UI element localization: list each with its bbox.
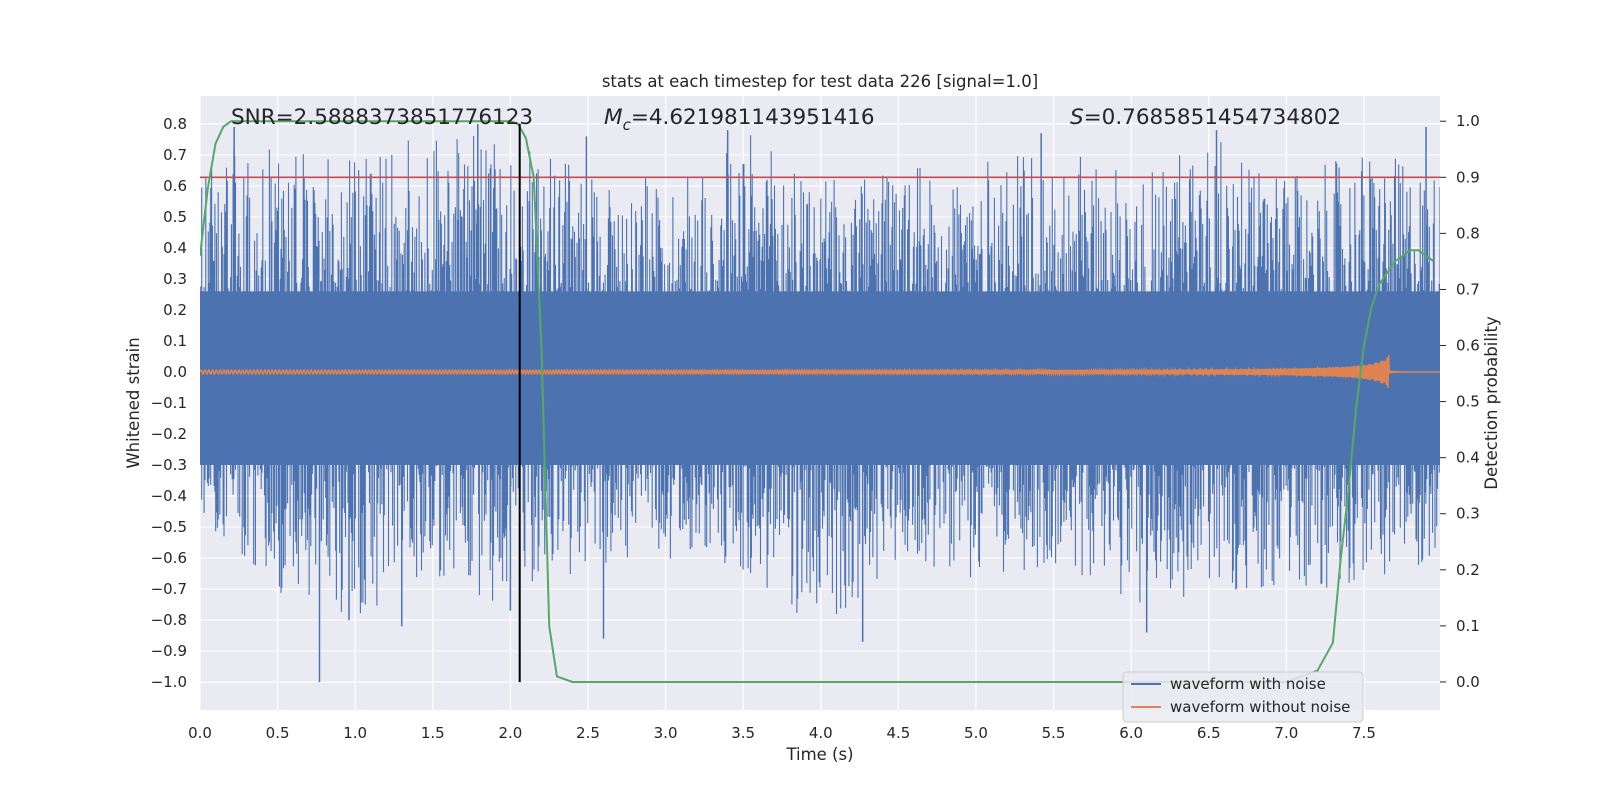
s-annotation: S=0.7685851454734802 bbox=[1070, 105, 1341, 130]
legend: waveform with noise waveform without noi… bbox=[1122, 671, 1364, 723]
x-tick-label: 3.5 bbox=[731, 724, 755, 742]
y-tick-label: 0.8 bbox=[163, 115, 187, 133]
x-tick-label: 7.5 bbox=[1352, 724, 1376, 742]
y-tick-label: −0.4 bbox=[151, 487, 187, 505]
snr-annotation: SNR=2.5888373851776123 bbox=[231, 105, 533, 130]
y-tick-label: 0.4 bbox=[163, 239, 187, 257]
y-tick-label: −0.3 bbox=[151, 456, 187, 474]
y2-tick-label: 0.8 bbox=[1456, 224, 1480, 242]
y2-tick-label: 1.0 bbox=[1456, 112, 1480, 130]
y-tick-label: 0.3 bbox=[163, 270, 187, 288]
y-tick-label: 0.1 bbox=[163, 332, 187, 350]
y-tick-label: −0.9 bbox=[151, 642, 187, 660]
y2-tick-label: 0.4 bbox=[1456, 449, 1480, 467]
y2-tick-label: 0.9 bbox=[1456, 168, 1480, 186]
x-tick-label: 1.5 bbox=[421, 724, 445, 742]
noise-strokes bbox=[200, 135, 1440, 614]
y-tick-label: −0.8 bbox=[151, 611, 187, 629]
y-tick-label: −0.6 bbox=[151, 549, 187, 567]
legend-box bbox=[1122, 671, 1364, 723]
y-tick-label: −1.0 bbox=[151, 673, 187, 691]
x-tick-label: 4.0 bbox=[809, 724, 833, 742]
x-tick-label: 1.0 bbox=[343, 724, 367, 742]
y-tick-label: 0.6 bbox=[163, 177, 187, 195]
x-tick-label: 4.5 bbox=[886, 724, 910, 742]
y2-tick-label: 0.3 bbox=[1456, 505, 1480, 523]
y2-tick-label: 0.5 bbox=[1456, 393, 1480, 411]
y2-tick-label: 0.0 bbox=[1456, 673, 1480, 691]
x-axis-ticks: 0.0 0.5 1.0 1.5 2.0 2.5 3.0 3.5 4.0 4.5 5.0 5.5 6.0 6… bbox=[188, 724, 1376, 742]
detection-probability-line bbox=[200, 120, 1435, 683]
y-axis-label: Whitened strain bbox=[124, 337, 143, 468]
x-axis-label: Time (s) bbox=[785, 745, 853, 764]
x-tick-label: 5.0 bbox=[964, 724, 988, 742]
x-tick-label: 5.5 bbox=[1042, 724, 1066, 742]
chart-title: stats at each timestep for test data 226… bbox=[602, 72, 1038, 91]
y2-axis-label: Detection probability bbox=[1482, 316, 1501, 490]
clean-waveform bbox=[200, 355, 1440, 389]
chirp-mass-annotation: Mc=4.621981143951416 bbox=[604, 105, 875, 134]
x-tick-label: 3.0 bbox=[654, 724, 678, 742]
legend-label-noise: waveform with noise bbox=[1170, 675, 1326, 693]
x-tick-label: 0.5 bbox=[266, 724, 290, 742]
x-tick-label: 2.5 bbox=[576, 724, 600, 742]
y-tick-label: −0.2 bbox=[151, 425, 187, 443]
plot-content bbox=[200, 120, 1440, 683]
noise-waveform bbox=[200, 123, 1440, 683]
y-tick-label: 0.7 bbox=[163, 146, 187, 164]
y2-tick-label: 0.2 bbox=[1456, 561, 1480, 579]
y-tick-label: 0.0 bbox=[163, 363, 187, 381]
x-tick-label: 6.0 bbox=[1119, 724, 1143, 742]
y-tick-label: −0.1 bbox=[151, 394, 187, 412]
y2-tick-label: 0.1 bbox=[1456, 617, 1480, 635]
legend-label-clean: waveform without noise bbox=[1170, 698, 1350, 716]
x-tick-label: 2.0 bbox=[498, 724, 522, 742]
x-tick-label: 6.5 bbox=[1197, 724, 1221, 742]
y-tick-label: −0.5 bbox=[151, 518, 187, 536]
y2-tick-label: 0.7 bbox=[1456, 280, 1480, 298]
y-tick-label: 0.2 bbox=[163, 301, 187, 319]
x-tick-label: 7.0 bbox=[1274, 724, 1298, 742]
y2-axis-ticks: 1.0 0.9 0.8 0.7 0.6 0.5 0.4 0.3 0.2 0.1 0.0 bbox=[1440, 112, 1480, 691]
x-tick-label: 0.0 bbox=[188, 724, 212, 742]
y2-tick-label: 0.6 bbox=[1456, 337, 1480, 355]
y-axis-ticks: 0.8 0.7 0.6 0.5 0.4 0.3 0.2 0.1 0.0 −0.1 −0.2 −0.3 −… bbox=[151, 115, 187, 691]
y-tick-label: 0.5 bbox=[163, 208, 187, 226]
y-tick-label: −0.7 bbox=[151, 580, 187, 598]
